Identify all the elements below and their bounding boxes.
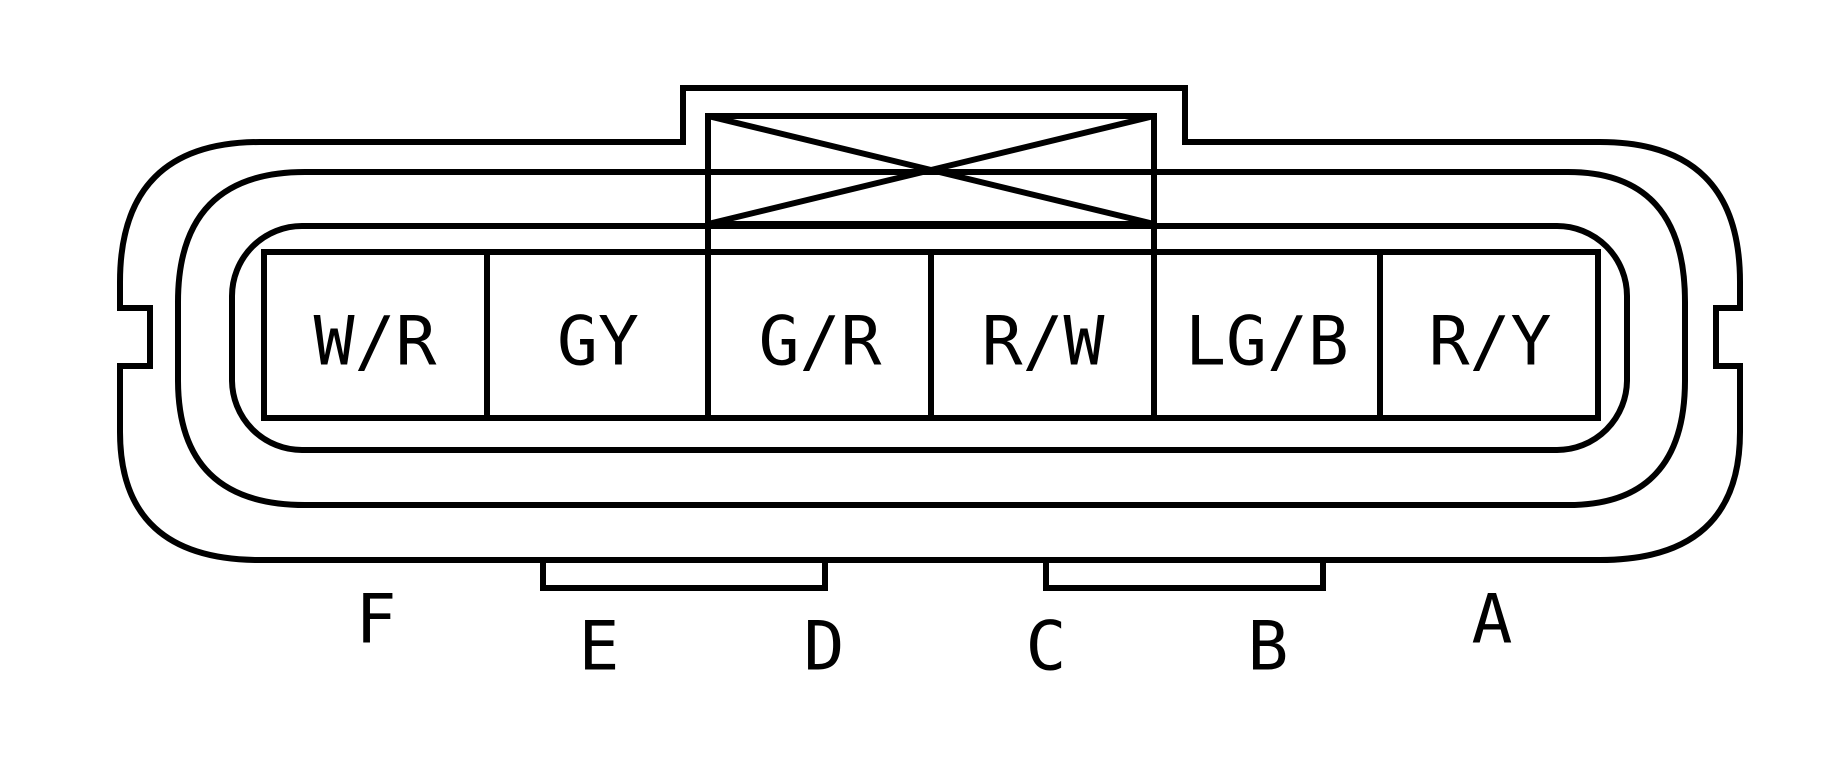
wire-color-label-e: GY <box>557 303 639 382</box>
wire-color-label-d: G/R <box>759 303 882 382</box>
wire-color-label-a: R/Y <box>1429 303 1552 382</box>
wire-color-label-c: R/W <box>982 303 1105 382</box>
wire-color-label-f: W/R <box>314 303 437 382</box>
pin-label-f: F <box>356 581 397 660</box>
locking-latch <box>705 113 1157 227</box>
wire-color-label-b: LG/B <box>1185 303 1349 382</box>
pin-label-d: D <box>804 608 845 687</box>
pin-label-c: C <box>1026 608 1067 687</box>
bottom-key-tab-left <box>540 560 828 591</box>
bottom-key-tab-right <box>1043 560 1326 591</box>
latch-x-mark-2 <box>707 113 1155 227</box>
pin-label-a: A <box>1472 581 1513 660</box>
connector-housing-outline <box>117 85 1743 563</box>
pin-label-b: B <box>1248 608 1289 687</box>
pin-label-e: E <box>579 608 620 687</box>
connector-seal-ring <box>175 169 1688 508</box>
